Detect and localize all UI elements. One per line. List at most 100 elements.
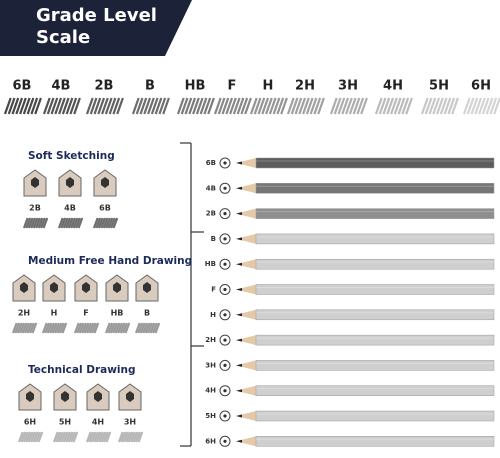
pencil-tip: [236, 158, 256, 168]
pencil-icon-label: 2H: [18, 309, 30, 318]
pencil-tip: [236, 259, 256, 270]
scribble: [420, 97, 459, 115]
scribble: [104, 322, 131, 334]
pencil-icon-core: [61, 391, 69, 402]
scribble: [85, 97, 124, 115]
pencil-icon-label: HB: [111, 309, 124, 318]
pencil-body: [255, 360, 495, 371]
pencil-tip: [236, 385, 256, 396]
header-banner: [0, 0, 192, 56]
scribble: [22, 217, 49, 229]
scale-label: HB: [185, 79, 206, 94]
pencil-icon-core: [31, 177, 39, 188]
pencil-icon-label: 4B: [64, 204, 76, 213]
pencil-label: 6B: [206, 159, 216, 167]
pencil-hex-core: [223, 338, 227, 342]
pencil-hex-core: [223, 389, 227, 393]
pencil-label: 3H: [205, 361, 216, 369]
pencil-body: [255, 436, 495, 447]
pencil-icon-core: [66, 177, 74, 188]
pencil-icon-label: F: [83, 309, 88, 318]
pencil-hex-core: [223, 439, 227, 443]
pencil-tip: [236, 436, 256, 447]
header-title: Scale: [36, 27, 90, 48]
pencil-icon-core: [94, 391, 102, 402]
scribble: [213, 97, 252, 115]
scale-label: 2B: [95, 79, 114, 94]
pencil-tip: [236, 411, 256, 421]
pencil-label: 4H: [205, 387, 216, 395]
scale-label: 4B: [52, 79, 71, 94]
pencil-lead: [236, 161, 242, 165]
pencil-label: 6H: [205, 437, 216, 445]
pencil-lead: [236, 338, 242, 342]
pencil-label: B: [211, 235, 216, 243]
pencil-icon-core: [20, 282, 28, 293]
scribble: [42, 97, 81, 115]
pencil-body: [255, 157, 495, 169]
pencil-hex-core: [223, 186, 227, 190]
header-title: Grade Level: [36, 5, 157, 26]
pencil-body: [255, 410, 495, 422]
pencil-hex-core: [223, 212, 227, 216]
pencil-lead: [236, 363, 242, 367]
pencil-label: 5H: [205, 412, 216, 420]
scribble: [17, 431, 44, 443]
scribble: [73, 322, 100, 334]
group-title: Soft Sketching: [28, 150, 115, 162]
pencil-icon-label: 6H: [24, 418, 36, 427]
scale-label: 3H: [338, 79, 358, 94]
pencil-tip: [236, 233, 256, 244]
pencil-lead: [236, 212, 242, 216]
pencil-body: [255, 284, 495, 295]
pencil-icon-label: B: [144, 309, 150, 318]
pencil-tip: [236, 309, 256, 320]
pencil-label: H: [210, 311, 216, 319]
pencil-hex-core: [223, 161, 227, 165]
pencil-body: [255, 309, 495, 321]
pencil-body: [255, 258, 495, 270]
pencil-lead: [236, 186, 242, 190]
pencil-body: [255, 183, 495, 194]
scribble: [57, 217, 84, 229]
pencil-hex-core: [223, 237, 227, 241]
pencil-tip: [236, 183, 256, 194]
pencil-icon-label: 4H: [92, 418, 104, 427]
scribble: [462, 97, 500, 115]
pencil-icon-label: 2B: [29, 204, 41, 213]
scribble: [117, 431, 144, 443]
pencil-hex-core: [223, 414, 227, 418]
pencil-icon-core: [113, 282, 121, 293]
group-title: Technical Drawing: [28, 364, 136, 376]
pencil-icon-core: [50, 282, 58, 293]
pencil-icon-core: [143, 282, 151, 293]
pencil-label: F: [211, 286, 216, 294]
pencil-icon-core: [26, 391, 34, 402]
pencil-icon-core: [82, 282, 90, 293]
pencil-icon-label: 3H: [124, 418, 136, 427]
pencil-lead: [236, 262, 242, 266]
scribble: [176, 97, 215, 115]
pencil-body: [255, 385, 495, 396]
scale-label: 6B: [13, 79, 32, 94]
scale-label: H: [263, 79, 274, 94]
scale-label: F: [228, 79, 237, 94]
scribble: [249, 97, 288, 115]
pencil-lead: [236, 414, 242, 418]
pencil-tip: [236, 208, 256, 219]
scale-label: B: [145, 79, 155, 94]
scale-label: 2H: [295, 79, 315, 94]
pencil-body: [255, 233, 495, 245]
pencil-label: 4B: [206, 184, 216, 192]
scribble: [41, 322, 68, 334]
pencil-hex-core: [223, 287, 227, 292]
scribble: [286, 97, 325, 115]
pencil-icon-label: H: [51, 309, 58, 318]
group-title: Medium Free Hand Drawing: [28, 255, 192, 267]
scale-label: 6H: [471, 79, 491, 94]
scale-label: 4H: [383, 79, 403, 94]
pencil-tip: [236, 360, 256, 371]
pencil-label: HB: [205, 260, 216, 268]
scribble: [3, 97, 42, 115]
